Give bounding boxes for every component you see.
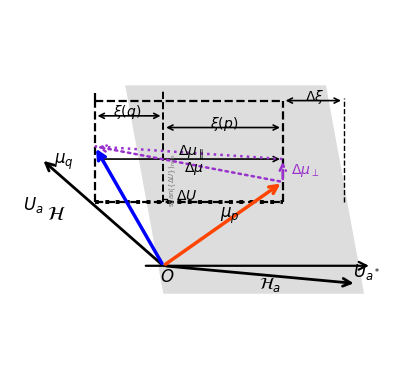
Text: $\mathrm{span}(\{\Delta U\})_\mathrm{reds}$: $\mathrm{span}(\{\Delta U\})_\mathrm{red… — [167, 154, 178, 208]
Text: $\xi(q)$: $\xi(q)$ — [113, 103, 141, 121]
Text: $\mu_q$: $\mu_q$ — [54, 151, 74, 172]
Text: $\Delta\mu_\perp$: $\Delta\mu_\perp$ — [291, 162, 320, 179]
Text: $\mathcal{H}$: $\mathcal{H}$ — [47, 205, 66, 224]
Text: $\mathcal{H}_a$: $\mathcal{H}_a$ — [259, 276, 281, 294]
Polygon shape — [125, 85, 364, 294]
Text: $\Delta\xi$: $\Delta\xi$ — [305, 88, 324, 106]
Text: $\mu_p$: $\mu_p$ — [220, 206, 239, 226]
Text: $\Delta U$: $\Delta U$ — [175, 188, 197, 203]
Text: $O$: $O$ — [160, 268, 175, 286]
Text: $\xi(p)$: $\xi(p)$ — [210, 115, 238, 133]
Text: $U_a$: $U_a$ — [24, 195, 44, 215]
Text: $\Delta\mu$: $\Delta\mu$ — [184, 160, 204, 177]
Text: $U_{a^*}$: $U_{a^*}$ — [353, 262, 380, 282]
Text: $\Delta\mu_\parallel$: $\Delta\mu_\parallel$ — [178, 144, 204, 162]
